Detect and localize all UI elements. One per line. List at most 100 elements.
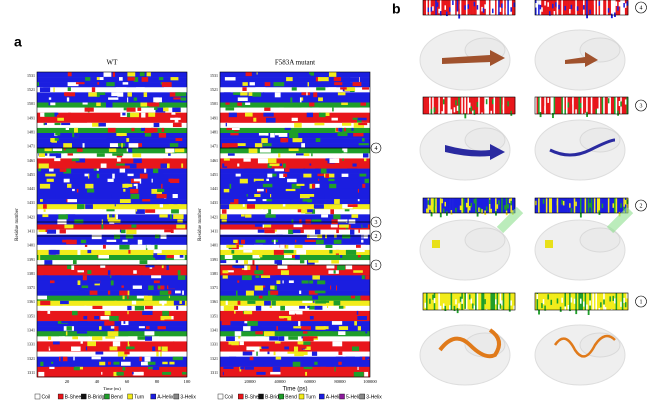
ss-speckle	[133, 77, 139, 82]
ss-speckle	[38, 153, 45, 158]
ss-column	[547, 198, 550, 213]
ss-column	[507, 0, 510, 15]
ss-column	[433, 206, 436, 212]
ss-speckle	[142, 310, 153, 316]
ss-column	[482, 293, 485, 310]
ss-column	[562, 293, 565, 310]
ss-column	[502, 300, 505, 306]
y-tick-label: 1401	[210, 243, 218, 248]
region-number: 2	[375, 234, 378, 240]
ss-column	[601, 97, 604, 114]
ss-column	[481, 198, 484, 213]
ss-speckle	[299, 305, 306, 309]
ss-speckle	[133, 270, 142, 275]
ss-column	[481, 209, 484, 214]
ss-row	[37, 163, 187, 169]
ss-speckle	[235, 290, 238, 296]
ss-speckle	[252, 194, 255, 198]
ss-speckle	[136, 87, 145, 92]
ss-column	[547, 2, 550, 7]
ss-speckle	[243, 326, 251, 331]
ss-speckle	[298, 321, 301, 326]
ss-column	[487, 198, 490, 213]
ss-column	[475, 293, 477, 310]
ss-speckle	[150, 285, 158, 290]
ss-speckle	[289, 310, 295, 315]
ss-column	[510, 198, 513, 213]
ss-speckle	[274, 290, 279, 295]
ss-speckle	[130, 188, 139, 194]
ss-column	[566, 198, 568, 213]
legend-label: A-Helix	[326, 394, 343, 400]
ss-speckle	[360, 102, 367, 106]
ss-speckle	[81, 285, 89, 289]
ss-column	[481, 293, 484, 310]
ss-column	[569, 9, 571, 14]
ss-speckle	[344, 87, 356, 91]
ss-speckle	[89, 290, 98, 295]
y-axis-label: Residue number	[15, 208, 20, 241]
ss-speckle	[175, 138, 183, 142]
ss-speckle	[127, 92, 132, 97]
ss-column	[493, 97, 496, 114]
ss-speckle	[279, 173, 286, 179]
ss-column	[614, 97, 616, 114]
legend-swatch	[173, 393, 180, 400]
ss-speckle	[315, 300, 326, 304]
ss-speckle	[341, 305, 346, 309]
ss-speckle	[40, 361, 44, 367]
ss-column	[573, 97, 576, 114]
ss-column	[423, 0, 425, 15]
ss-speckle	[308, 290, 318, 295]
ss-speckle	[346, 82, 350, 85]
ss-speckle	[254, 224, 263, 227]
ss-speckle	[271, 300, 276, 306]
ss-speckle	[362, 153, 369, 158]
ss-speckle	[351, 214, 359, 218]
ss-speckle	[63, 168, 72, 174]
ss-speckle	[59, 356, 68, 362]
ss-column	[589, 202, 592, 208]
ss-speckle	[278, 316, 289, 319]
ss-column	[584, 0, 587, 15]
ss-column	[618, 198, 621, 213]
ss-speckle	[120, 234, 129, 240]
legend-label: Coil	[225, 394, 234, 400]
ss-speckle	[96, 102, 101, 107]
ss-column	[501, 3, 504, 8]
ss-column	[542, 97, 545, 114]
ss-speckle	[248, 92, 255, 96]
ss-column	[593, 293, 596, 310]
ss-speckle	[337, 265, 346, 271]
ss-speckle	[155, 107, 166, 113]
ss-column	[505, 8, 508, 13]
ss-speckle	[78, 290, 85, 295]
ss-speckle	[158, 346, 161, 351]
ss-row	[220, 366, 370, 373]
ss-column	[449, 305, 451, 311]
ss-row	[37, 290, 187, 296]
ss-column	[455, 299, 458, 305]
ss-speckle	[284, 168, 290, 172]
legend-swatch	[339, 393, 345, 400]
x-tick-label: 80000	[334, 379, 346, 384]
ss-speckle	[117, 92, 124, 97]
ss-speckle	[274, 341, 281, 344]
ss-column	[479, 293, 482, 310]
ss-column	[485, 0, 488, 15]
ss-speckle	[334, 82, 343, 86]
protein-surface	[579, 332, 621, 358]
ss-speckle	[59, 229, 66, 234]
ss-column	[586, 293, 588, 310]
ss-speckle	[262, 143, 272, 147]
ss-speckle	[362, 138, 365, 142]
ss-speckle	[288, 229, 294, 235]
ss-speckle	[91, 356, 101, 360]
y-tick-label: 1481	[27, 129, 35, 134]
ss-speckle	[171, 209, 179, 214]
ss-speckle	[99, 361, 106, 366]
ss-column	[552, 293, 554, 310]
ss-column	[544, 0, 547, 6]
ss-speckle	[92, 336, 103, 341]
ss-row	[37, 336, 187, 342]
